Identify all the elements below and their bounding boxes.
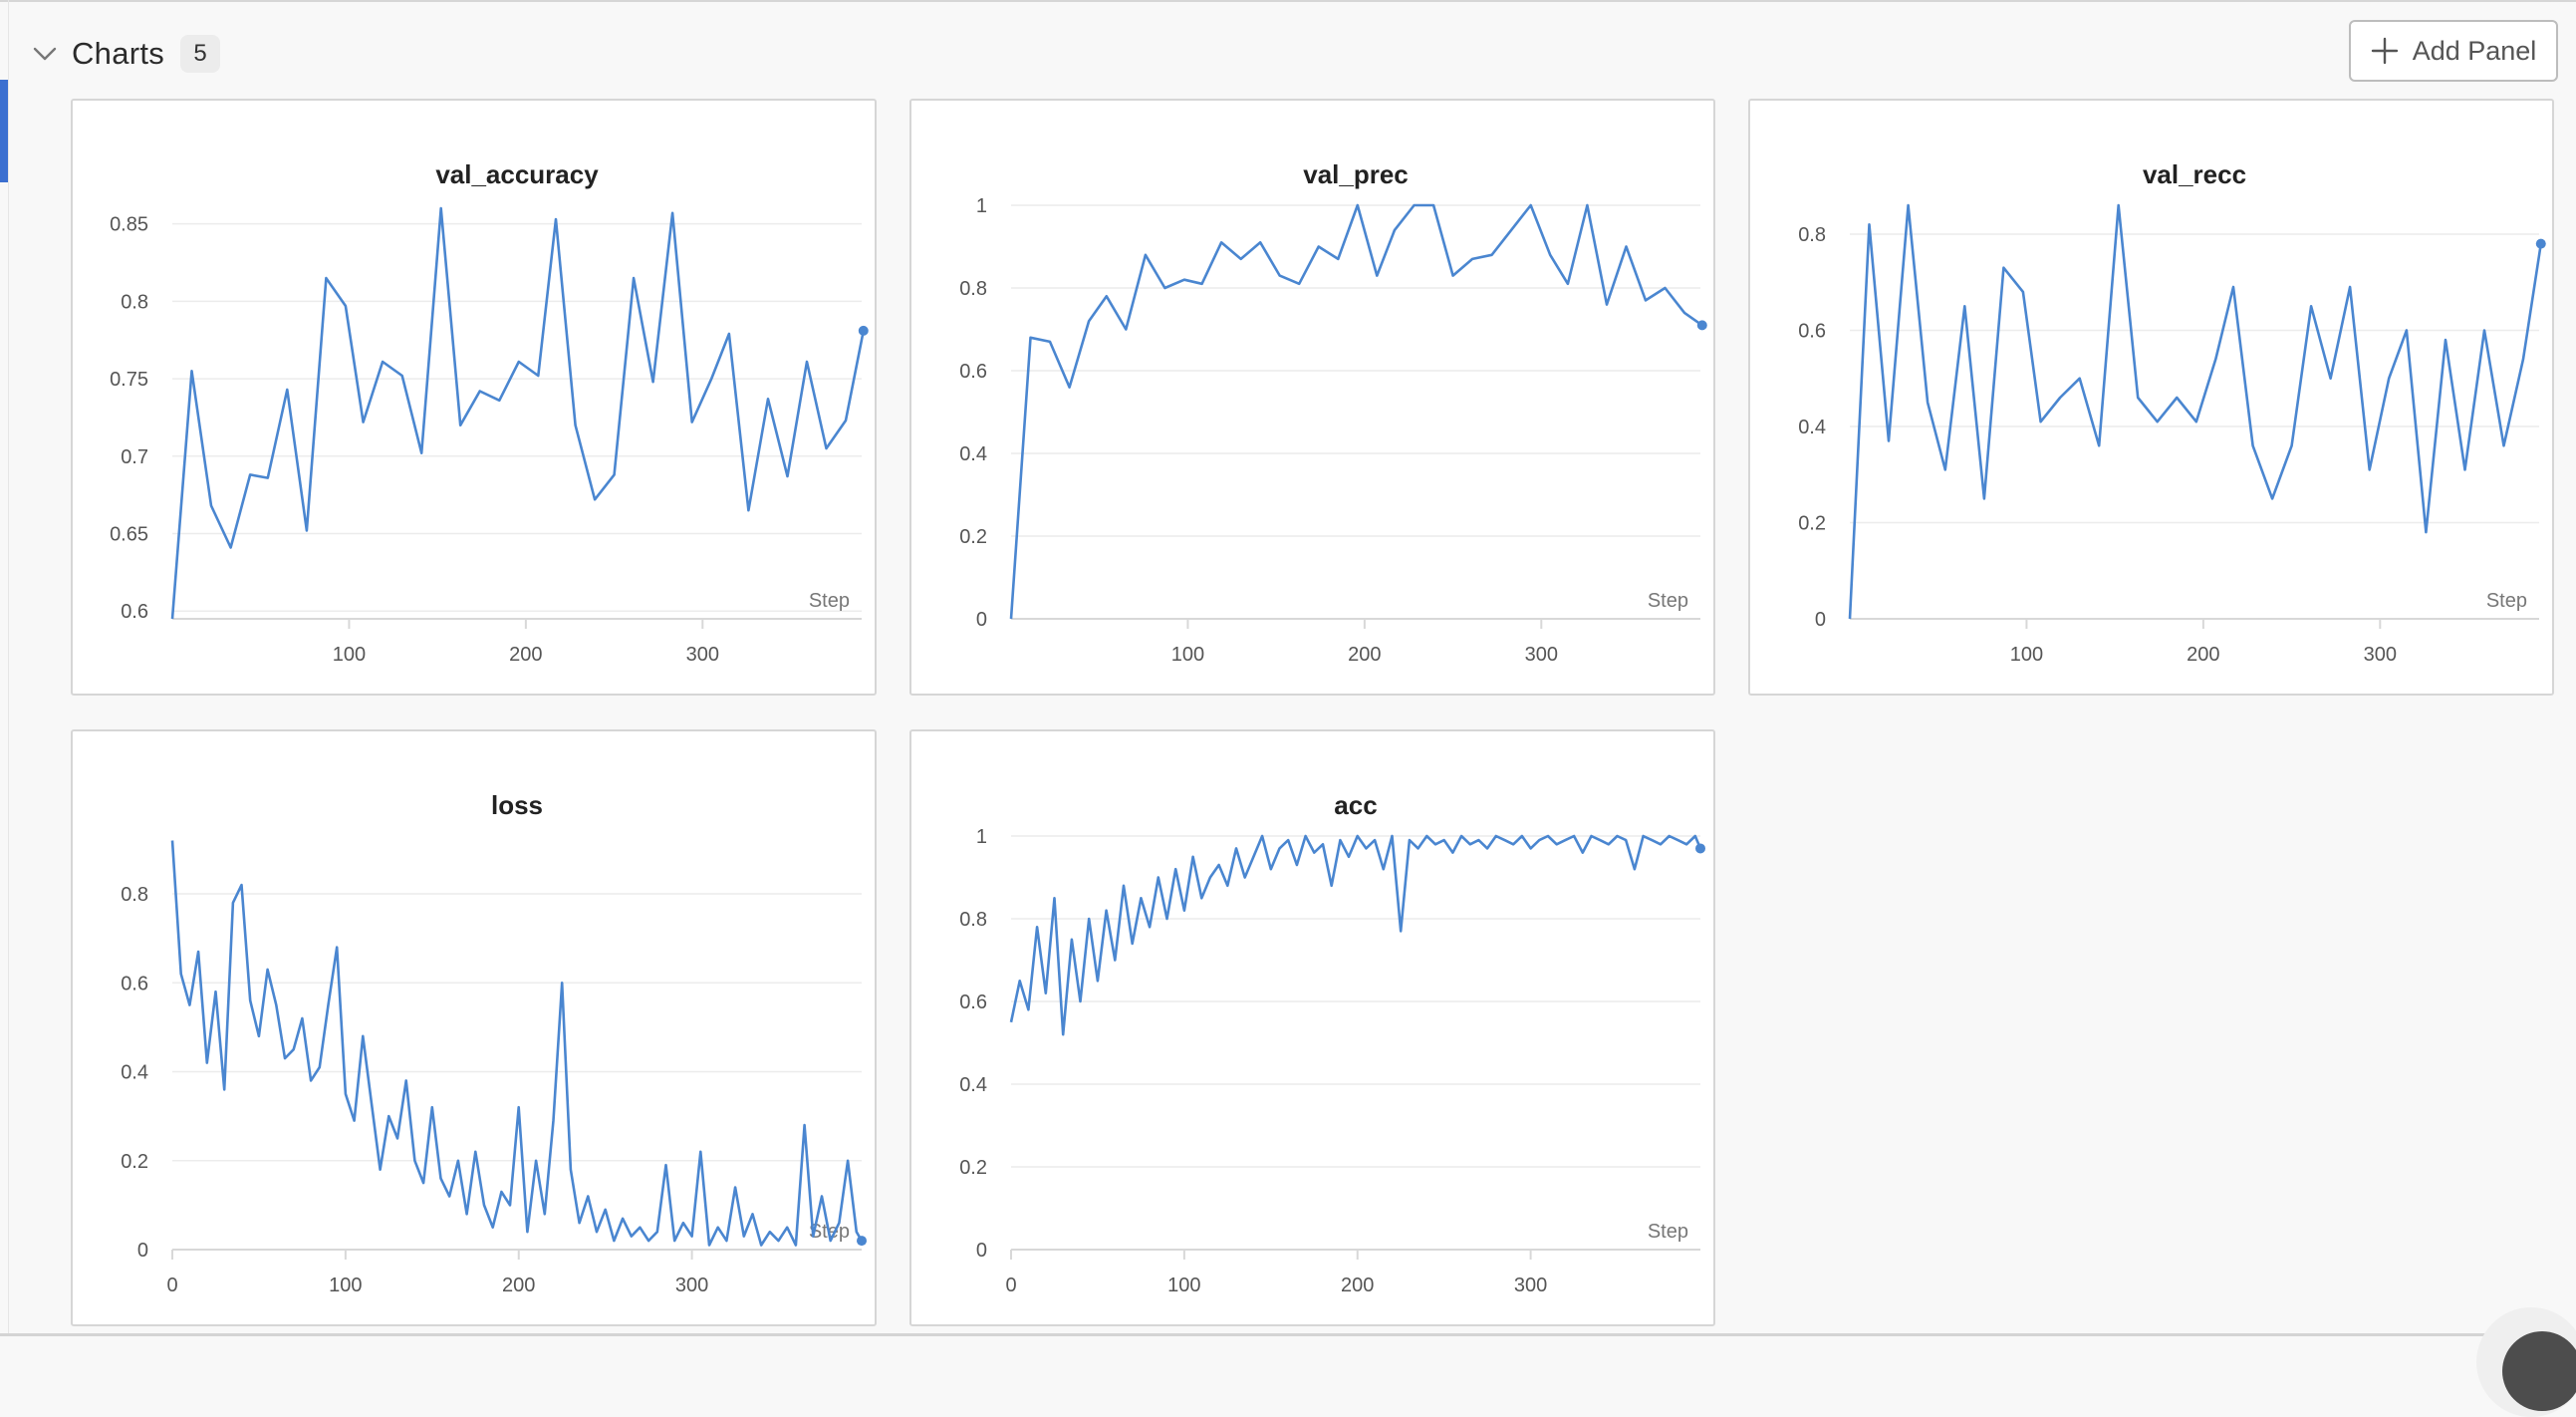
y-tick-label: 1	[976, 826, 987, 848]
top-border	[0, 0, 2576, 2]
x-tick-label: 200	[1348, 644, 1381, 666]
add-panel-label: Add Panel	[2412, 35, 2537, 66]
y-tick-label: 0	[976, 609, 987, 631]
x-tick-label: 300	[686, 644, 719, 666]
y-tick-label: 0.6	[1798, 320, 1826, 342]
y-tick-label: 0.6	[959, 992, 987, 1013]
series-end-marker	[1696, 320, 1707, 331]
section-title: Charts	[72, 36, 165, 71]
y-tick-label: 0.4	[121, 1062, 148, 1084]
y-tick-label: 1	[976, 195, 987, 217]
left-edge	[8, 0, 9, 1335]
x-tick-label: 100	[1171, 644, 1204, 666]
y-tick-label: 0.6	[121, 601, 148, 623]
chart-panel-loss[interactable]: loss 0 0.2 0.4 0.6 0.8 0 100 200 300 Step	[71, 729, 877, 1326]
y-tick-label: 0.4	[959, 1074, 987, 1096]
x-tick-label: 200	[2187, 644, 2219, 666]
y-tick-label: 0	[976, 1240, 987, 1262]
chat-icon[interactable]	[2502, 1331, 2576, 1411]
series-line	[1009, 834, 1702, 1036]
y-tick-label: 0.6	[959, 361, 987, 383]
x-tick-label: 200	[1341, 1275, 1374, 1296]
plus-icon	[2371, 37, 2398, 65]
y-tick-label: 0.4	[959, 443, 987, 465]
chart-svg: val_recc 0 0.2 0.4 0.6 0.8 100 200 300 Step	[1798, 159, 2546, 666]
chart-svg: acc 0 0.2 0.4 0.6 0.8 1 0 100 200 300 Step	[959, 790, 1705, 1296]
y-tick-label: 0.2	[121, 1151, 148, 1173]
series-end-marker	[858, 325, 869, 336]
y-tick-label: 0.8	[1798, 224, 1826, 246]
series-end-marker	[2535, 238, 2546, 249]
chart-title: val_recc	[2143, 159, 2246, 189]
y-tick-label: 0.65	[110, 524, 148, 546]
x-tick-label: 0	[1005, 1275, 1016, 1296]
y-tick-label: 0.75	[110, 369, 148, 391]
chevron-down-icon[interactable]	[30, 39, 60, 69]
x-axis-label: Step	[2486, 590, 2527, 612]
chart-svg: val_prec 0 0.2 0.4 0.6 0.8 1 100 200 300 Step	[959, 159, 1707, 666]
x-tick-label: 100	[329, 1275, 362, 1296]
x-tick-label: 300	[675, 1275, 708, 1296]
x-tick-label: 300	[1514, 1275, 1547, 1296]
y-tick-label: 0.7	[121, 446, 148, 468]
y-tick-label: 0	[137, 1240, 148, 1262]
series-line	[1009, 203, 1703, 620]
x-tick-label: 0	[166, 1275, 177, 1296]
series-end-marker	[857, 1236, 867, 1247]
chart-panel-acc[interactable]: acc 0 0.2 0.4 0.6 0.8 1 0 100 200 300 Step	[909, 729, 1715, 1326]
y-tick-label: 0.2	[959, 1157, 987, 1179]
y-tick-label: 0.8	[959, 278, 987, 300]
series-line	[170, 840, 864, 1247]
panel-count-badge: 5	[180, 35, 221, 73]
chart-title: loss	[491, 790, 543, 820]
x-axis-label: Step	[1648, 590, 1688, 612]
x-axis-label: Step	[1648, 1221, 1688, 1243]
x-axis-label: Step	[809, 590, 850, 612]
chart-title: acc	[1334, 790, 1377, 820]
chart-svg: val_accuracy 0.6 0.65 0.7 0.75 0.8 0.85 100 200 3…	[110, 159, 869, 666]
x-tick-label: 200	[509, 644, 542, 666]
y-tick-label: 0.8	[121, 884, 148, 906]
y-tick-label: 0.8	[959, 909, 987, 931]
series-end-marker	[1695, 843, 1705, 854]
series-line	[1848, 203, 2543, 620]
x-tick-label: 100	[333, 644, 366, 666]
x-tick-label: 100	[1167, 1275, 1200, 1296]
chart-panel-val-accuracy[interactable]: val_accuracy 0.6 0.65 0.7 0.75 0.8 0.85 100 200 3…	[71, 99, 877, 696]
y-tick-label: 0.8	[121, 291, 148, 313]
chart-title: val_prec	[1303, 159, 1409, 189]
y-tick-label: 0	[1815, 609, 1826, 631]
x-tick-label: 300	[1525, 644, 1558, 666]
bottom-border	[0, 1333, 2576, 1336]
chart-panel-val-recc[interactable]: val_recc 0 0.2 0.4 0.6 0.8 100 200 300 Step	[1748, 99, 2554, 696]
y-tick-label: 0.2	[959, 526, 987, 548]
series-line	[170, 206, 866, 620]
x-tick-label: 300	[2364, 644, 2397, 666]
add-panel-button[interactable]: Add Panel	[2349, 20, 2558, 82]
chart-title: val_accuracy	[435, 159, 599, 189]
x-tick-label: 100	[2010, 644, 2043, 666]
y-tick-label: 0.2	[1798, 512, 1826, 534]
y-tick-label: 0.6	[121, 973, 148, 994]
selection-accent-bar	[0, 80, 8, 182]
x-tick-label: 200	[502, 1275, 535, 1296]
y-tick-label: 0.85	[110, 214, 148, 236]
section-header[interactable]: Charts 5	[30, 26, 221, 82]
y-tick-label: 0.4	[1798, 417, 1826, 438]
chart-panel-val-prec[interactable]: val_prec 0 0.2 0.4 0.6 0.8 1 100 200 300 Step	[909, 99, 1715, 696]
